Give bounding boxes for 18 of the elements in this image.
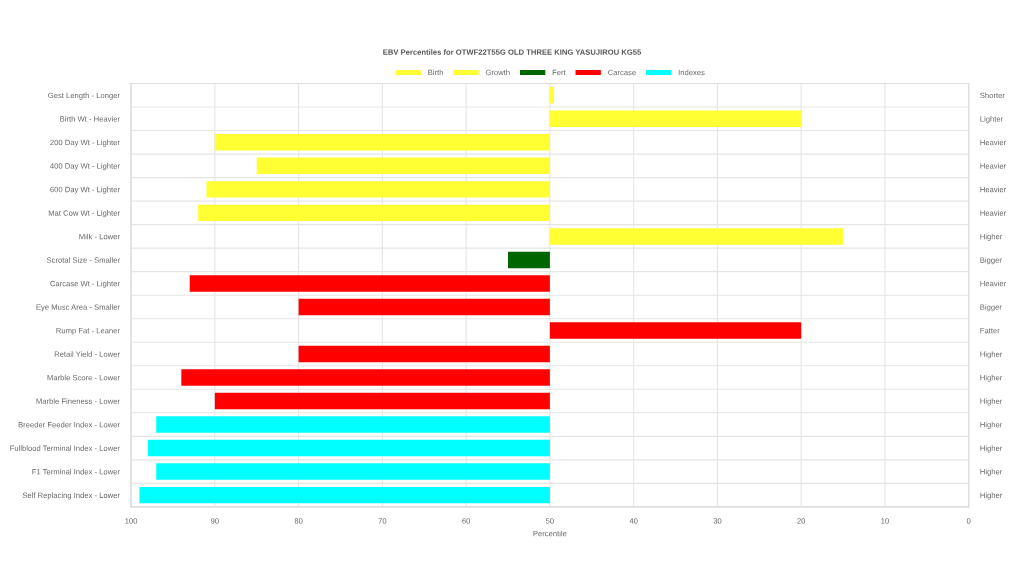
bar xyxy=(549,110,802,128)
bar xyxy=(214,392,550,410)
bar xyxy=(508,251,550,269)
bar xyxy=(298,298,550,316)
bar xyxy=(139,486,550,504)
bar xyxy=(549,228,844,245)
bar xyxy=(156,463,550,480)
bar xyxy=(198,204,550,222)
bar xyxy=(214,134,550,151)
bar xyxy=(549,322,802,339)
bar xyxy=(189,275,550,292)
bar xyxy=(206,181,550,198)
bar xyxy=(256,157,550,175)
bar xyxy=(549,87,555,104)
bar xyxy=(147,439,550,457)
bar xyxy=(181,369,550,386)
bar xyxy=(298,345,550,363)
bar xyxy=(156,416,550,433)
